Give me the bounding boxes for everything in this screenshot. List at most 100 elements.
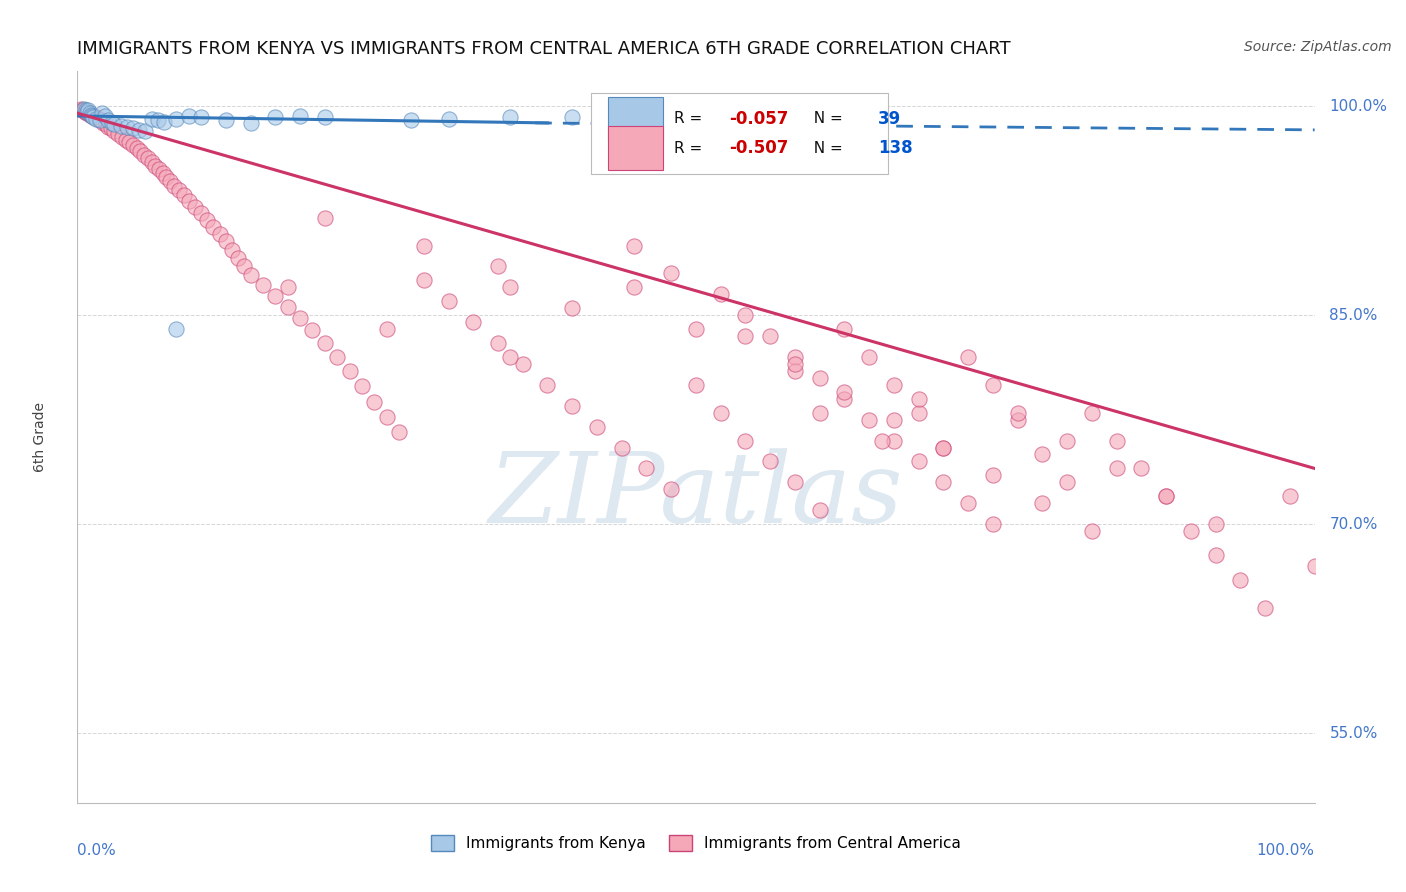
Point	[339, 364, 361, 378]
Point	[264, 288, 287, 302]
Point	[1007, 406, 1029, 420]
Point	[107, 127, 129, 141]
Point	[87, 112, 110, 126]
Point	[165, 322, 187, 336]
Point	[163, 178, 186, 193]
Point	[84, 111, 107, 125]
Point	[870, 434, 893, 448]
Point	[79, 107, 101, 121]
Point	[375, 409, 398, 424]
Point	[499, 111, 522, 125]
Text: 85.0%: 85.0%	[1330, 308, 1378, 323]
Text: 100.0%: 100.0%	[1330, 99, 1388, 113]
Point	[623, 238, 645, 252]
Text: R =: R =	[673, 112, 707, 127]
Point	[75, 103, 97, 118]
Point	[710, 406, 733, 420]
Point	[252, 277, 274, 292]
Point	[125, 141, 148, 155]
Text: Source: ZipAtlas.com: Source: ZipAtlas.com	[1244, 40, 1392, 54]
Point	[73, 104, 96, 119]
Point	[184, 200, 207, 214]
Point	[586, 419, 609, 434]
Point	[437, 112, 460, 126]
Point	[1180, 524, 1202, 538]
Point	[153, 114, 176, 128]
Text: -0.057: -0.057	[730, 110, 789, 128]
Point	[561, 399, 583, 413]
Point	[858, 412, 880, 426]
Point	[1007, 412, 1029, 426]
Point	[97, 120, 120, 134]
Point	[277, 280, 299, 294]
Point	[233, 260, 256, 274]
Point	[1056, 475, 1078, 490]
Point	[103, 117, 125, 131]
Point	[94, 117, 117, 131]
Point	[1303, 558, 1326, 573]
Point	[783, 475, 806, 490]
Point	[122, 138, 145, 153]
Point	[981, 517, 1004, 532]
Point	[1229, 573, 1251, 587]
Point	[783, 357, 806, 371]
Text: 70.0%: 70.0%	[1330, 516, 1378, 532]
Point	[82, 111, 104, 125]
Point	[202, 220, 225, 235]
Point	[314, 336, 336, 351]
Point	[512, 357, 534, 371]
Point	[759, 329, 782, 343]
Point	[1031, 496, 1053, 510]
Point	[165, 112, 187, 126]
Point	[301, 324, 323, 338]
Point	[350, 379, 373, 393]
Point	[326, 350, 349, 364]
Point	[1056, 434, 1078, 448]
Point	[401, 113, 423, 128]
Point	[623, 112, 645, 126]
Point	[221, 243, 243, 257]
Point	[97, 113, 120, 128]
Point	[118, 136, 141, 150]
Point	[190, 111, 212, 125]
Point	[685, 377, 707, 392]
Point	[561, 301, 583, 316]
Point	[907, 406, 929, 420]
Point	[288, 109, 311, 123]
Point	[128, 123, 150, 137]
Point	[173, 188, 195, 202]
Point	[93, 109, 115, 123]
Point	[1105, 434, 1128, 448]
Point	[101, 116, 124, 130]
Point	[141, 112, 163, 126]
Text: 138: 138	[877, 139, 912, 157]
Point	[375, 322, 398, 336]
Point	[1081, 406, 1104, 420]
Legend: Immigrants from Kenya, Immigrants from Central America: Immigrants from Kenya, Immigrants from C…	[425, 830, 967, 857]
Point	[82, 109, 104, 123]
Point	[77, 103, 100, 118]
Point	[932, 475, 955, 490]
Text: -0.507: -0.507	[730, 139, 789, 157]
Text: IMMIGRANTS FROM KENYA VS IMMIGRANTS FROM CENTRAL AMERICA 6TH GRADE CORRELATION C: IMMIGRANTS FROM KENYA VS IMMIGRANTS FROM…	[77, 40, 1011, 58]
Point	[486, 260, 509, 274]
Point	[110, 119, 132, 133]
Point	[239, 116, 262, 130]
Point	[981, 377, 1004, 392]
Point	[114, 133, 136, 147]
Point	[957, 496, 980, 510]
Point	[710, 287, 733, 301]
Point	[747, 112, 769, 126]
Text: 6th Grade: 6th Grade	[34, 402, 48, 472]
Point	[883, 434, 905, 448]
Point	[486, 336, 509, 351]
Point	[499, 280, 522, 294]
Point	[155, 170, 177, 185]
Point	[134, 124, 156, 138]
Point	[981, 468, 1004, 483]
Point	[288, 310, 311, 325]
Point	[1278, 489, 1301, 503]
Point	[195, 213, 218, 227]
Point	[226, 251, 249, 265]
Point	[89, 113, 111, 128]
